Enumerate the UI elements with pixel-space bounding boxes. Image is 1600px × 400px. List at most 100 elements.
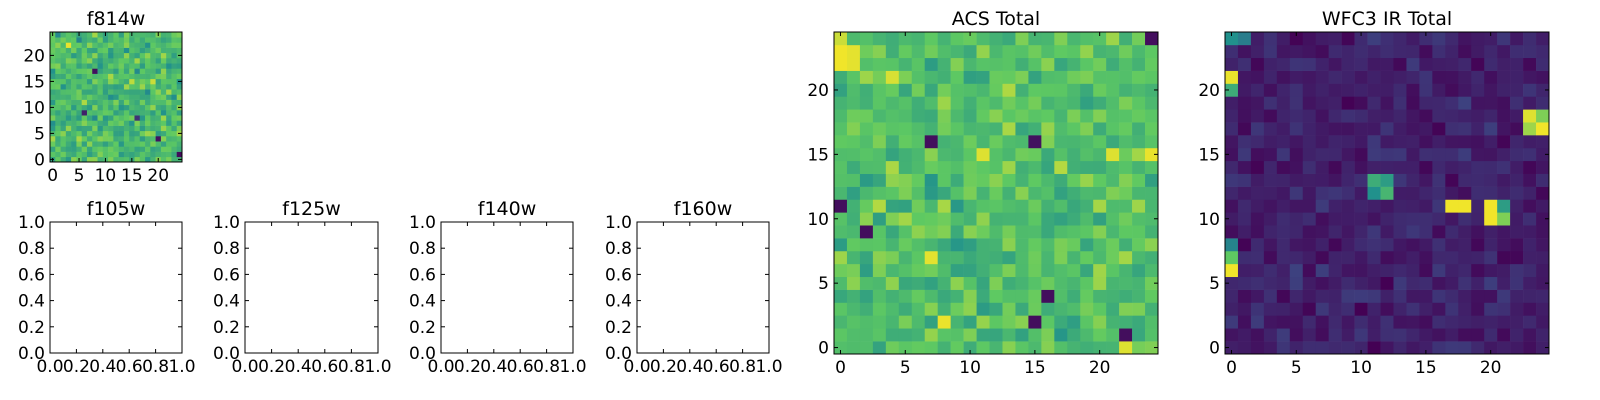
heatmap-cell bbox=[108, 120, 114, 126]
heatmap-cell bbox=[1341, 147, 1355, 162]
heatmap-cell bbox=[1536, 225, 1550, 239]
heatmap-cell bbox=[1015, 238, 1029, 252]
heatmap-cell bbox=[911, 83, 926, 97]
heatmap-cell bbox=[1536, 147, 1550, 162]
heatmap-cell bbox=[1041, 315, 1055, 329]
heatmap-cell bbox=[1028, 96, 1042, 110]
heatmap-cell bbox=[1432, 186, 1446, 200]
heatmap-cell bbox=[145, 63, 151, 69]
heatmap-cell bbox=[108, 136, 114, 142]
heatmap-cell bbox=[65, 104, 72, 111]
heatmap-cell bbox=[1471, 199, 1485, 213]
heatmap-cell bbox=[989, 122, 1003, 136]
heatmap-cell bbox=[166, 32, 172, 38]
heatmap-cell bbox=[1276, 173, 1291, 187]
heatmap-cell bbox=[937, 302, 951, 316]
heatmap-cell bbox=[1419, 328, 1433, 342]
heatmap-cell bbox=[160, 68, 167, 74]
heatmap-cell bbox=[1458, 212, 1472, 226]
heatmap-cell bbox=[171, 104, 178, 111]
heatmap-cell bbox=[129, 68, 135, 74]
y-tick-label: 10 bbox=[807, 210, 829, 230]
heatmap-cell bbox=[1237, 57, 1252, 71]
heatmap-cell bbox=[1471, 96, 1485, 110]
heatmap-cell bbox=[171, 130, 178, 137]
heatmap-cell bbox=[1523, 199, 1537, 213]
heatmap-cell bbox=[1510, 199, 1524, 213]
heatmap-cell bbox=[1302, 250, 1317, 265]
heatmap-cell bbox=[1106, 83, 1120, 97]
heatmap-cell bbox=[1002, 315, 1016, 329]
heatmap-cell bbox=[1484, 341, 1498, 355]
heatmap-cell bbox=[1432, 302, 1446, 316]
heatmap-cell bbox=[145, 99, 151, 106]
heatmap-cell bbox=[976, 70, 990, 84]
heatmap-cell bbox=[145, 120, 151, 126]
heatmap-cell bbox=[1484, 135, 1498, 149]
heatmap-cell bbox=[1367, 289, 1381, 303]
heatmap-cell bbox=[139, 130, 146, 137]
heatmap-cell bbox=[1263, 315, 1278, 329]
heatmap-cell bbox=[924, 83, 938, 97]
heatmap-cell bbox=[859, 328, 874, 342]
heatmap-cell bbox=[950, 276, 964, 290]
heatmap-cell bbox=[55, 32, 61, 38]
heatmap-cell bbox=[989, 276, 1003, 290]
heatmap-cell bbox=[834, 135, 848, 149]
heatmap-cell bbox=[145, 47, 151, 54]
heatmap-cell bbox=[1106, 341, 1120, 355]
heatmap-cell bbox=[92, 42, 98, 48]
heatmap-cell bbox=[1080, 44, 1094, 59]
heatmap-cell bbox=[937, 263, 951, 278]
heatmap-cell bbox=[872, 96, 887, 110]
heatmap-cell bbox=[155, 89, 162, 95]
heatmap-cell bbox=[989, 289, 1003, 303]
heatmap-cell bbox=[937, 199, 951, 213]
heatmap-cell bbox=[97, 151, 104, 158]
heatmap-cell bbox=[1093, 57, 1107, 71]
heatmap-cell bbox=[1445, 225, 1459, 239]
heatmap-cell bbox=[145, 84, 151, 90]
heatmap-cell bbox=[113, 104, 119, 111]
heatmap-cell bbox=[155, 99, 162, 106]
heatmap-cell bbox=[1458, 238, 1472, 252]
heatmap-cell bbox=[1497, 109, 1511, 123]
heatmap-cell bbox=[1119, 135, 1133, 149]
heatmap-cell bbox=[60, 52, 67, 59]
heatmap-cell bbox=[976, 160, 990, 174]
heatmap-cell bbox=[155, 47, 162, 54]
heatmap-cell bbox=[71, 58, 77, 64]
heatmap-cell bbox=[1484, 289, 1498, 303]
heatmap-cell bbox=[937, 57, 951, 71]
heatmap-cell bbox=[937, 289, 951, 303]
heatmap-cell bbox=[113, 37, 119, 43]
heatmap-cell bbox=[1510, 238, 1524, 252]
heatmap-cell bbox=[92, 73, 98, 80]
heatmap-cell bbox=[1419, 57, 1433, 71]
heatmap-cell bbox=[976, 147, 990, 162]
heatmap-cell bbox=[166, 58, 172, 64]
heatmap-cell bbox=[118, 89, 125, 95]
heatmap-cell bbox=[118, 37, 125, 43]
heatmap-cell bbox=[1302, 263, 1317, 278]
heatmap-cell bbox=[155, 141, 162, 147]
heatmap-cell bbox=[1093, 122, 1107, 136]
heatmap-cell bbox=[1093, 83, 1107, 97]
heatmap-cell bbox=[92, 120, 98, 126]
heatmap-cell bbox=[1289, 44, 1304, 59]
heatmap-cell bbox=[989, 263, 1003, 278]
heatmap-cell bbox=[1380, 289, 1394, 303]
heatmap-cell bbox=[1015, 212, 1029, 226]
heatmap-cell bbox=[92, 84, 98, 90]
heatmap-cell bbox=[86, 130, 93, 137]
heatmap-cell bbox=[950, 122, 964, 136]
heatmap-cell bbox=[1302, 276, 1317, 290]
heatmap-cell bbox=[911, 341, 926, 355]
heatmap-cell bbox=[1145, 32, 1159, 46]
heatmap-cell bbox=[1302, 328, 1317, 342]
heatmap-cell bbox=[1445, 186, 1459, 200]
heatmap-cell bbox=[1380, 44, 1394, 59]
heatmap-cell bbox=[1119, 315, 1133, 329]
heatmap-cell bbox=[123, 136, 130, 142]
heatmap-cell bbox=[1341, 160, 1355, 174]
